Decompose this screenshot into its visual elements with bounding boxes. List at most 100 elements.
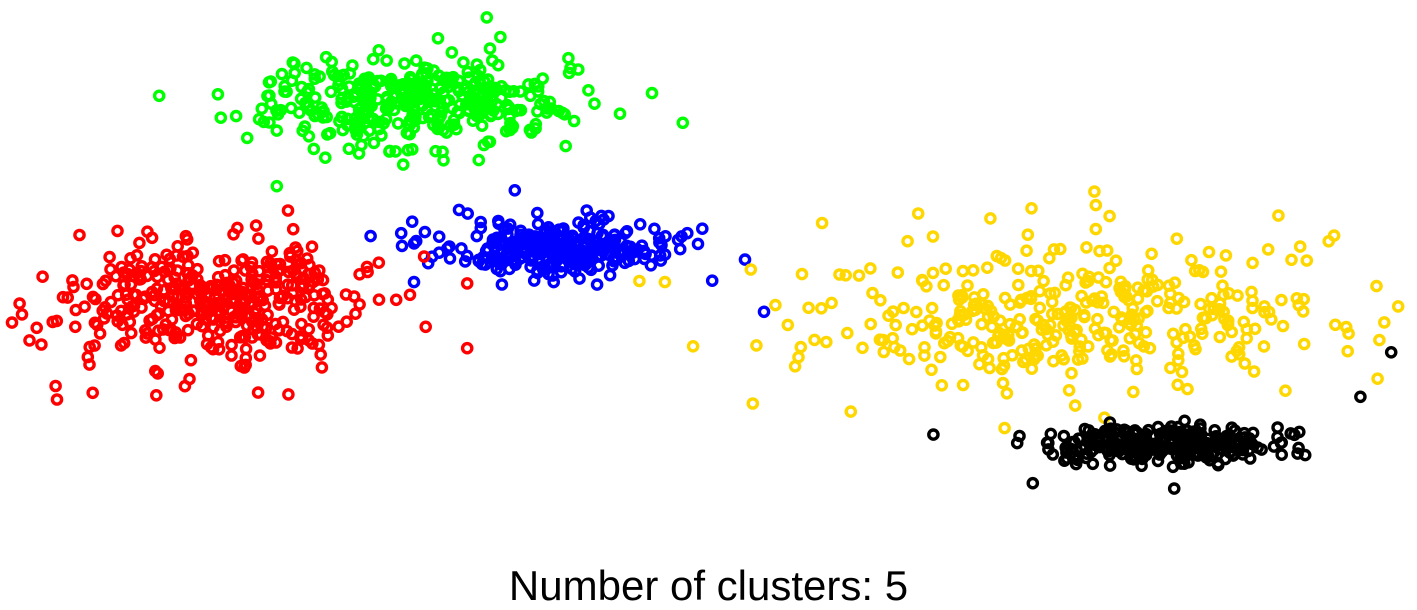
cluster-2-point <box>501 222 515 235</box>
cluster-5-point <box>1275 436 1288 449</box>
cluster-4-point <box>1151 278 1165 292</box>
cluster-3-point <box>372 256 386 270</box>
cluster-4-point <box>633 274 646 288</box>
cluster-4-point <box>1032 264 1045 278</box>
cluster-3-point <box>307 288 321 302</box>
cluster-3-point <box>78 300 91 314</box>
cluster-5-point <box>1178 414 1191 428</box>
cluster-3-point <box>89 292 102 306</box>
cluster-4-point <box>1123 331 1137 345</box>
cluster-5-point <box>1058 454 1071 468</box>
cluster-4-point <box>1062 383 1076 397</box>
cluster-5-point <box>1236 431 1249 445</box>
cluster-2-point <box>705 274 719 288</box>
cluster-2-point <box>738 253 752 266</box>
cluster-3-point <box>23 334 36 347</box>
cluster-4-point <box>1106 334 1119 347</box>
cluster-4-point <box>998 421 1011 435</box>
cluster-4-point <box>864 262 877 275</box>
cluster-1-point <box>441 75 455 89</box>
cluster-2-point <box>394 226 408 240</box>
cluster-3-point <box>289 294 302 308</box>
cluster-3-point <box>180 266 194 280</box>
cluster-3-point <box>124 251 137 265</box>
cluster-1-point <box>240 131 254 145</box>
cluster-5-point <box>1069 457 1083 471</box>
cluster-1-point <box>264 75 278 88</box>
cluster-1-point <box>407 104 421 118</box>
cluster-3-point <box>256 293 270 307</box>
cluster-4-point <box>808 333 821 347</box>
cluster-2-point <box>572 216 585 229</box>
cluster-1-point <box>562 66 576 80</box>
cluster-4-point <box>1339 320 1353 334</box>
cluster-4-point <box>1082 274 1095 288</box>
cluster-4-point <box>990 249 1004 263</box>
cluster-4-point <box>1100 244 1114 257</box>
cluster-4-point <box>934 350 947 364</box>
cluster-5-point <box>1246 426 1260 440</box>
cluster-4-point <box>833 268 846 281</box>
cluster-4-point <box>795 267 809 281</box>
cluster-2-point <box>531 206 544 220</box>
cluster-4-point <box>864 317 878 331</box>
cluster-4-point <box>1054 242 1067 256</box>
cluster-1-point <box>352 77 366 90</box>
cluster-4-point <box>1162 279 1176 293</box>
cluster-4-point <box>1013 296 1027 309</box>
cluster-3-point <box>13 297 26 310</box>
cluster-3-point <box>229 310 243 324</box>
cluster-4-point <box>1011 262 1025 276</box>
cluster-1-point <box>324 85 338 99</box>
cluster-1-point <box>372 44 386 57</box>
cluster-4-point <box>1089 222 1103 236</box>
cluster-4-point <box>1341 344 1354 358</box>
cluster-4-point <box>1112 320 1126 334</box>
cluster-2-point <box>633 217 647 231</box>
cluster-4-point <box>1276 319 1290 333</box>
cluster-4-point <box>1196 327 1209 341</box>
cluster-5-point <box>1103 459 1117 472</box>
cluster-4-point <box>1164 296 1177 310</box>
cluster-2-point <box>673 242 687 256</box>
cluster-4-point <box>987 310 1001 323</box>
cluster-2-point <box>494 264 507 278</box>
cluster-5-point <box>1275 448 1288 462</box>
cluster-4-point <box>1177 295 1191 309</box>
cluster-3-point <box>173 302 186 316</box>
cluster-2-point <box>486 236 499 250</box>
cluster-3-point <box>218 268 232 282</box>
cluster-4-point <box>975 340 988 354</box>
cluster-1-point <box>380 54 394 67</box>
cluster-4-point <box>1033 301 1047 315</box>
cluster-count-caption: Number of clusters: 5 <box>508 562 909 609</box>
cluster-4-point <box>1088 322 1102 335</box>
cluster-2-point <box>452 203 466 217</box>
cluster-1-point <box>275 67 289 81</box>
cluster-3-point <box>251 315 265 329</box>
cluster-3-point <box>220 316 233 329</box>
cluster-4-point <box>1021 228 1035 241</box>
cluster-4-point <box>1225 325 1238 339</box>
cluster-4-point <box>1025 201 1038 215</box>
cluster-1-point <box>325 65 339 78</box>
cluster-3-point <box>315 361 329 374</box>
cluster-4-point <box>1073 340 1086 353</box>
cluster-5-point <box>1026 476 1040 490</box>
cluster-1-point <box>263 116 276 129</box>
cluster-4-point <box>882 309 895 323</box>
cluster-4-point <box>1297 337 1311 351</box>
cluster-1-point <box>252 112 266 126</box>
cluster-4-point <box>1076 267 1089 281</box>
cluster-4-point <box>1117 344 1130 357</box>
cluster-3-point <box>271 265 285 278</box>
cluster-1-point <box>676 116 690 130</box>
cluster-5-point <box>1086 457 1100 471</box>
cluster-1-point <box>367 136 381 150</box>
cluster-1-point <box>391 117 405 130</box>
cluster-3-point <box>460 341 474 355</box>
cluster-4-point <box>802 301 815 315</box>
cluster-3-point <box>179 229 193 243</box>
cluster-1-point <box>288 57 301 70</box>
cluster-4-point <box>1248 322 1262 336</box>
